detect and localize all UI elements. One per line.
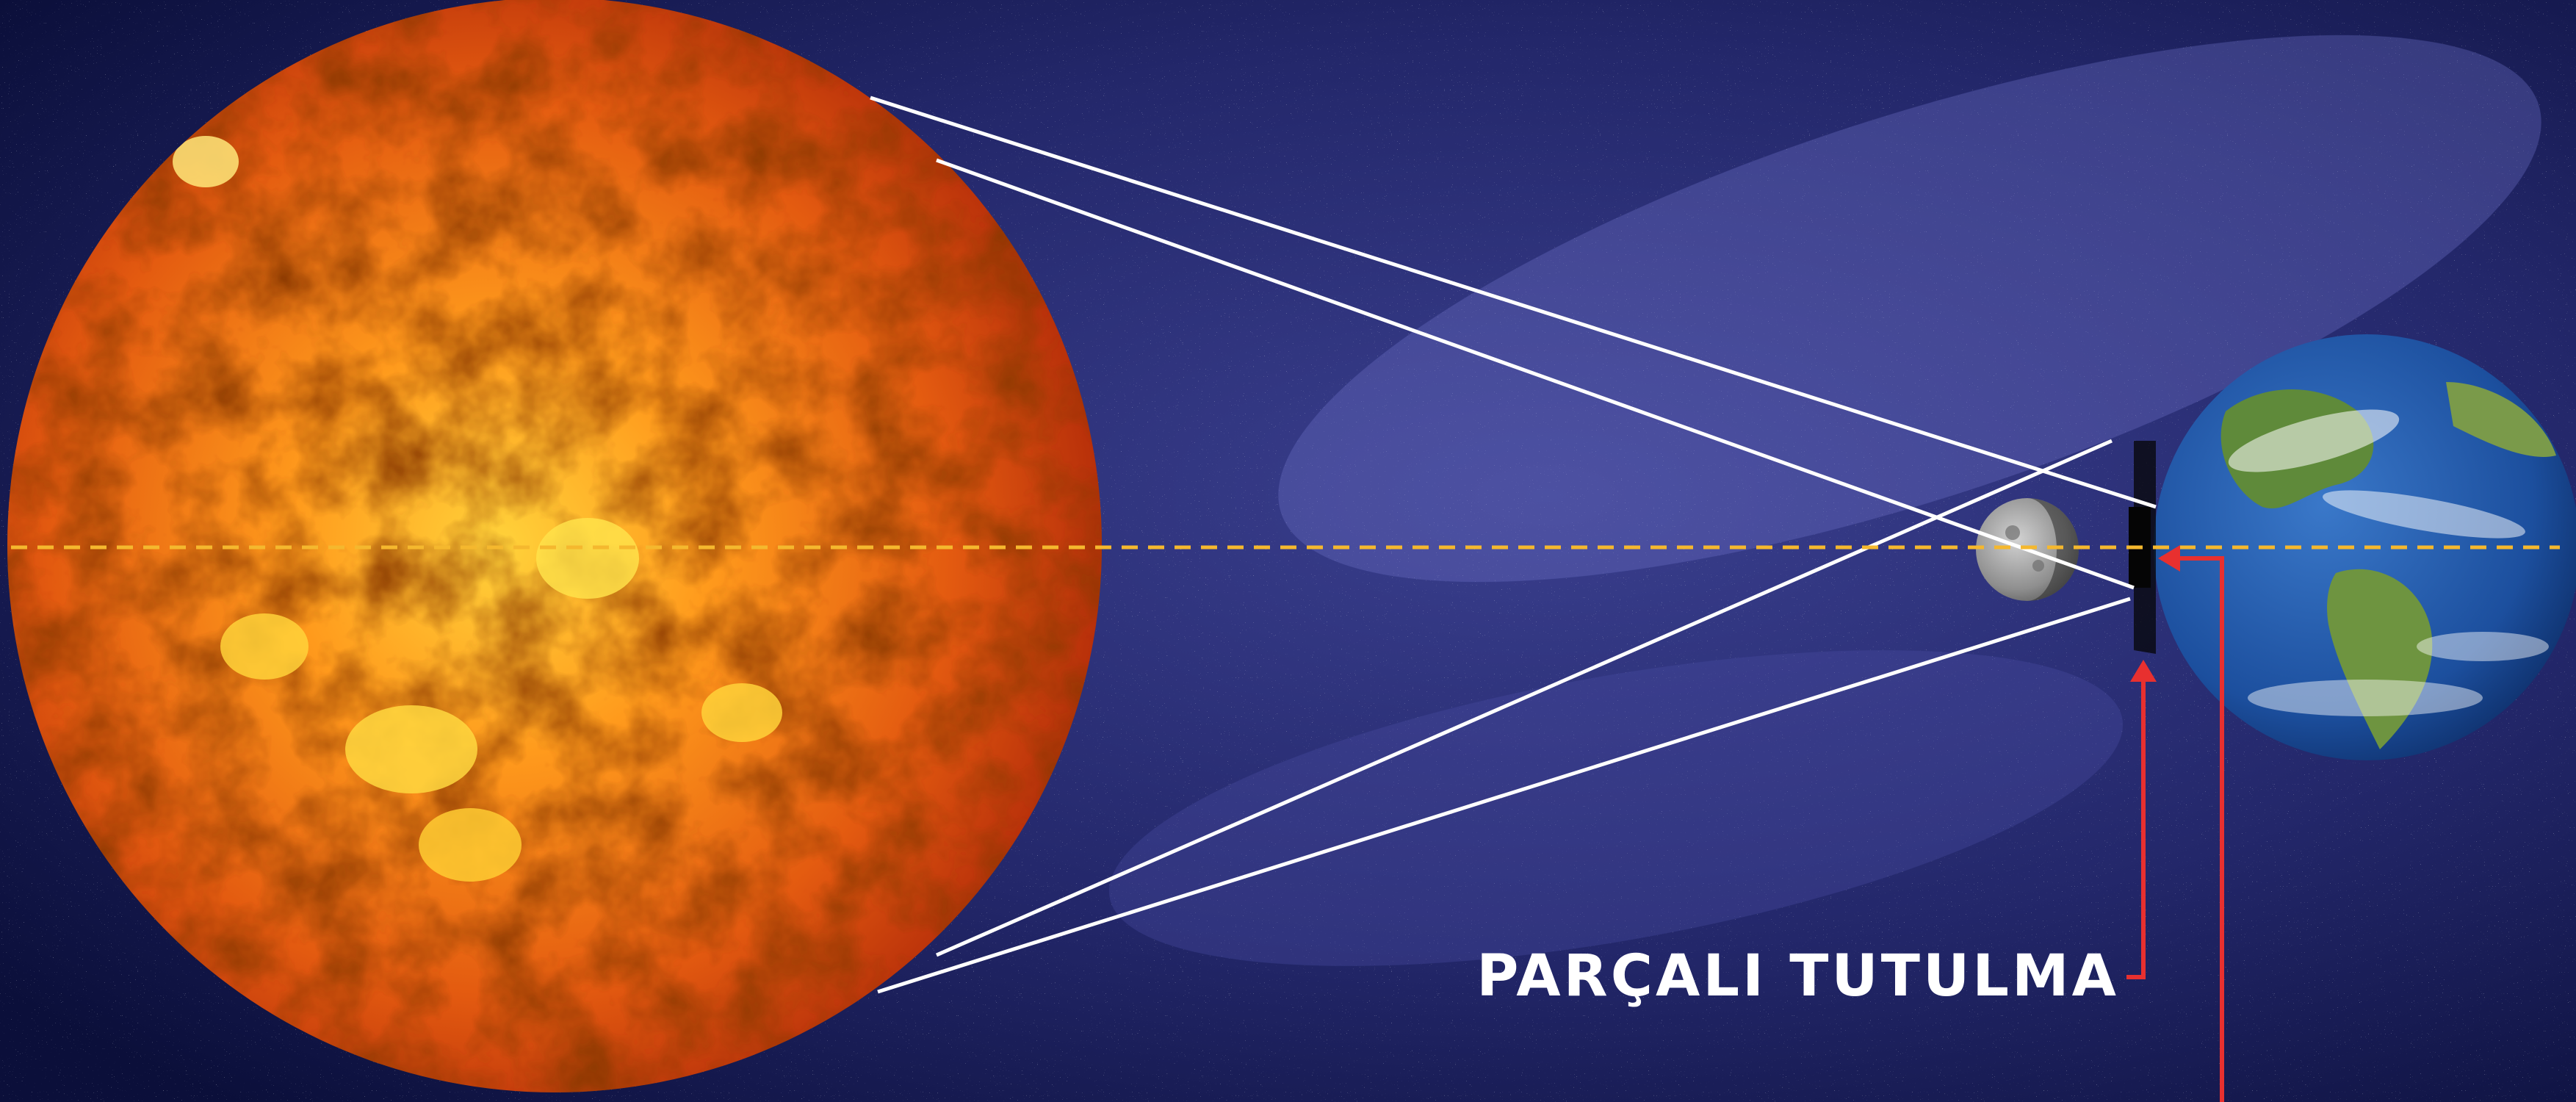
ray-lower-inner	[935, 439, 2113, 957]
ray-upper-outer	[870, 96, 2157, 509]
ray-lower-outer	[877, 597, 2131, 994]
milky-way-glow	[1108, 35, 2541, 966]
total-eclipse-pointer	[2158, 545, 2224, 1102]
partial-eclipse-pointer	[2126, 660, 2157, 979]
partial-eclipse-label: PARÇALI TUTULMA	[1476, 943, 2119, 1009]
ray-upper-inner	[936, 158, 2135, 590]
light-rays	[870, 96, 2157, 994]
